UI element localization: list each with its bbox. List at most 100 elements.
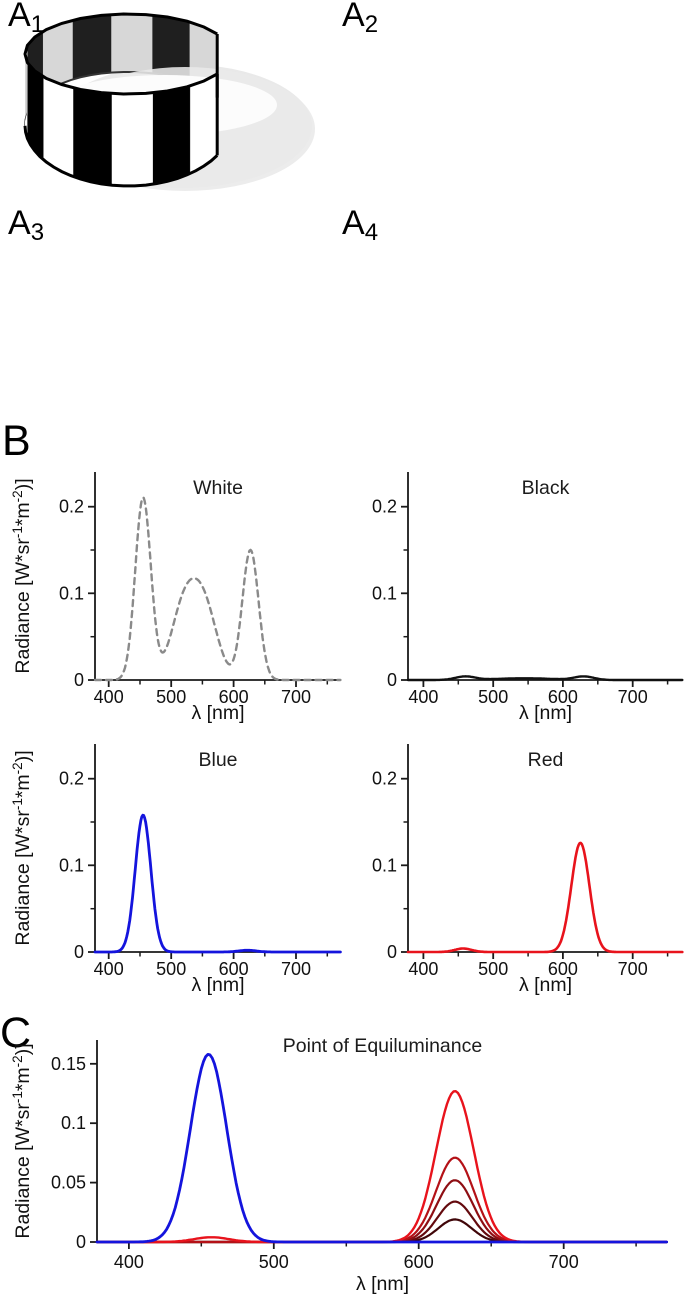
drum-stripe-far [26, 30, 44, 115]
drum-stripe-near [111, 92, 153, 187]
chart-black: 400 500 600 700 0 0.1 0.2 Black λ [nm] [372, 472, 684, 724]
y-tick-label: 0.1 [59, 855, 84, 875]
y-tick-label: 0.1 [59, 583, 84, 603]
x-axis-label: λ [nm] [191, 974, 244, 996]
axes: 400 500 600 700 0 0.1 0.2 [59, 744, 341, 979]
drum-stripe-far [152, 14, 191, 83]
axes: 400 500 600 700 0 0.1 0.2 [59, 472, 341, 707]
x-axis-label: λ [nm] [356, 1273, 409, 1295]
arena-floor-back [52, 64, 312, 188]
x-axis-label: λ [nm] [519, 702, 572, 724]
y-tick-label: 0.1 [372, 855, 397, 875]
y-tick-label: 0.15 [51, 1054, 86, 1074]
chart-title: White [193, 477, 243, 499]
x-tick-label: 500 [259, 1252, 289, 1272]
x-tick-label: 500 [156, 687, 186, 707]
panel-a4-label: A4 [342, 204, 379, 246]
panel-c-label: C [0, 1009, 32, 1057]
panel-b-label: B [2, 417, 31, 465]
y-axis-label: Radiance [W*sr-1*m-2)] [10, 1043, 34, 1238]
chart-title: Point of Equiluminance [283, 1035, 482, 1057]
near-bottom-rim [23, 125, 219, 188]
y-tick-label: 0.2 [59, 769, 84, 789]
red-intensity-5-brightest-curve [95, 1090, 668, 1244]
axes: 400 500 600 700 0 0.1 0.2 [372, 744, 683, 979]
drum-blue-black [348, 2, 683, 202]
red-stripe-spectrum-curve [406, 841, 684, 954]
far-wall-shade [25, 14, 218, 126]
y-tick-label: 0 [76, 1232, 86, 1252]
red-intensity-4-curve [95, 1156, 668, 1244]
chart-title: Black [522, 477, 570, 499]
x-axis-label: λ [nm] [519, 974, 572, 996]
y-tick-label: 0 [74, 670, 84, 690]
arena-dish [55, 67, 315, 191]
red-intensity-1-darkest-curve [95, 1218, 668, 1244]
y-tick-label: 0 [387, 942, 397, 962]
panel-a3-label: A3 [8, 204, 45, 246]
x-tick-label: 400 [408, 687, 438, 707]
arena-floor-inner [53, 75, 277, 135]
x-tick-label: 500 [156, 959, 186, 979]
x-tick-label: 600 [404, 1252, 434, 1272]
x-axis-label: λ [nm] [191, 702, 244, 724]
x-tick-label: 400 [114, 1252, 144, 1272]
far-bottom-rim [24, 70, 218, 126]
drum-stripe-near [72, 87, 112, 186]
red-intensity-2-curve [95, 1200, 668, 1244]
chart-equiluminance: 400 500 600 700 0 0.05 0.1 0.15 Point of Equilum… [10, 1035, 668, 1295]
y-tick-label: 0 [74, 942, 84, 962]
y-tick-label: 0 [387, 670, 397, 690]
y-tick-label: 0.1 [372, 583, 397, 603]
panel-a2-label: A2 [342, 0, 379, 38]
drum-stripe-far [189, 21, 218, 99]
blue-stripe-spectrum-curve [93, 813, 342, 954]
y-tick-label: 0.2 [372, 497, 397, 517]
drum-white-black [23, 12, 315, 191]
x-tick-label: 400 [94, 687, 124, 707]
chart-white: 400 500 600 700 0 0.1 0.2 White λ [nm] Radiance [… [10, 472, 342, 724]
drum-stripe-far [72, 14, 112, 80]
drum-stripe-far [111, 13, 153, 74]
y-tick-label: 0.2 [59, 497, 84, 517]
chart-blue: 400 500 600 700 0 0.1 0.2 Blue λ [nm] Radiance [W… [10, 744, 342, 996]
white-stripe-spectrum-curve [93, 496, 342, 682]
top-rim [23, 12, 218, 96]
blue-reference-curve [95, 1053, 668, 1244]
x-tick-label: 600 [548, 959, 578, 979]
drum-stripe-near [26, 61, 44, 161]
chart-title: Red [528, 749, 564, 771]
drum-stripe-near [189, 73, 218, 174]
panel-a1-label: A1 [8, 0, 45, 38]
x-tick-label: 700 [549, 1252, 579, 1272]
y-axis-label: Radiance [W*sr-1*m-2)] [10, 750, 34, 945]
y-tick-label: 0.2 [372, 769, 397, 789]
drum-stripe-far [42, 19, 74, 95]
x-tick-label: 700 [618, 959, 648, 979]
x-tick-label: 700 [281, 959, 311, 979]
drum-stripe-near [42, 76, 74, 177]
y-tick-label: 0.1 [61, 1113, 86, 1133]
x-tick-label: 700 [618, 687, 648, 707]
axes: 400 500 600 700 0 0.1 0.2 [372, 472, 683, 707]
y-tick-label: 0.05 [51, 1173, 86, 1193]
y-axis-label: Radiance [W*sr-1*m-2)] [10, 478, 34, 673]
chart-title: Blue [198, 749, 237, 771]
drum-stripe-near [24, 45, 28, 138]
x-tick-label: 400 [94, 959, 124, 979]
drum-red-black [10, 212, 345, 412]
x-tick-label: 600 [548, 687, 578, 707]
black-stripe-spectrum-curve [406, 675, 684, 682]
x-tick-label: 700 [281, 687, 311, 707]
x-tick-label: 600 [219, 687, 249, 707]
x-tick-label: 500 [478, 687, 508, 707]
axes: 400 500 600 700 0 0.05 0.1 0.15 [51, 1040, 668, 1272]
x-tick-label: 500 [478, 959, 508, 979]
drum-blue-red [348, 212, 683, 412]
drum-stripe-near [152, 85, 191, 185]
chart-red: 400 500 600 700 0 0.1 0.2 Red λ [nm] [372, 744, 684, 996]
x-tick-label: 600 [219, 959, 249, 979]
x-tick-label: 400 [408, 959, 438, 979]
red-intensity-3-curve [95, 1179, 668, 1244]
